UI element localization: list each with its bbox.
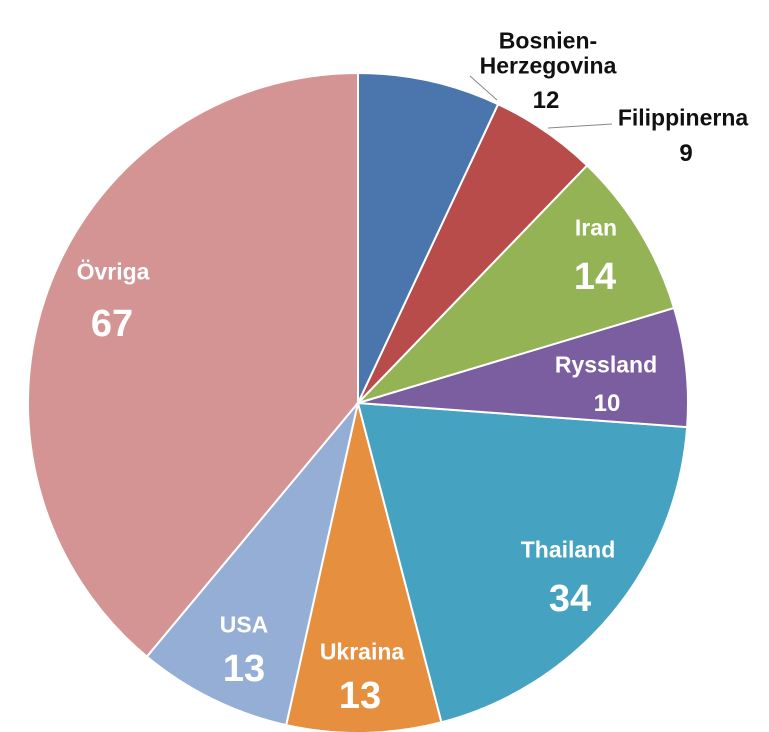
slice-value: 12 bbox=[532, 86, 560, 114]
pie-slice bbox=[145, 402, 359, 727]
slice-value: 14 bbox=[573, 256, 617, 299]
pie-slice bbox=[356, 401, 689, 724]
slice-label: Iran bbox=[574, 214, 618, 241]
slice-label: Ukraina bbox=[319, 638, 405, 665]
slice-value: 67 bbox=[90, 303, 134, 346]
pie-slice bbox=[27, 71, 359, 659]
slice-label: Ryssland bbox=[554, 351, 658, 378]
leader-line bbox=[547, 123, 613, 129]
pie-slice bbox=[285, 402, 443, 732]
slice-label: USA bbox=[219, 611, 269, 638]
pie-slice bbox=[354, 164, 676, 406]
leader-line bbox=[469, 75, 498, 101]
slice-value: 13 bbox=[222, 648, 266, 691]
slice-label: Thailand bbox=[520, 536, 616, 563]
slice-value: 9 bbox=[679, 139, 693, 167]
slice-label: Filippinerna bbox=[617, 104, 749, 131]
slice-value: 13 bbox=[338, 675, 382, 718]
slice-value: 10 bbox=[593, 389, 621, 417]
slice-label: Övriga bbox=[76, 258, 150, 285]
pie-slice bbox=[357, 71, 500, 404]
slice-label: Bosnien-Herzegovina bbox=[479, 27, 617, 79]
slice-value: 34 bbox=[548, 578, 592, 621]
